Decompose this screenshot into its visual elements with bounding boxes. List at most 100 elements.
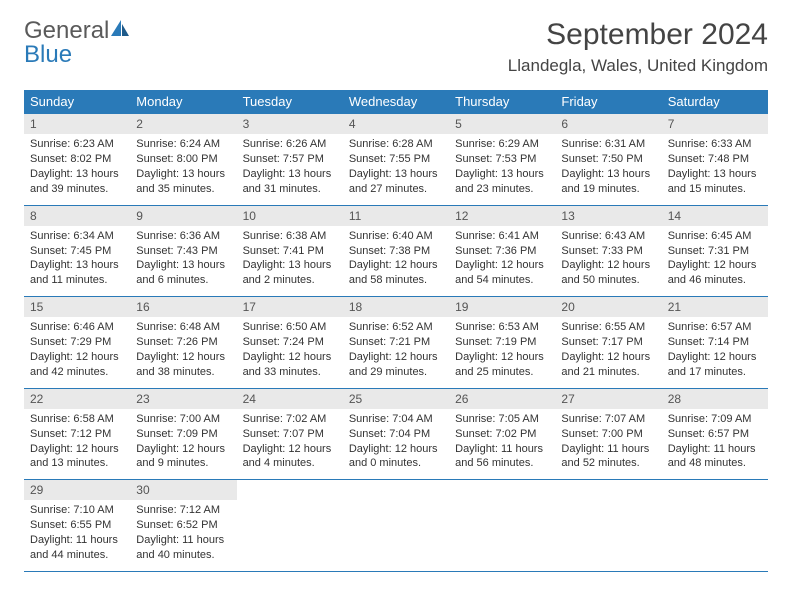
day-info-line: Sunrise: 6:24 AM	[136, 137, 230, 152]
day-info-line: and 42 minutes.	[30, 365, 124, 380]
day-info-line: and 52 minutes.	[561, 456, 655, 471]
day-info-line: and 27 minutes.	[349, 182, 443, 197]
day-info-line: Sunrise: 6:41 AM	[455, 229, 549, 244]
day-body: Sunrise: 7:00 AMSunset: 7:09 PMDaylight:…	[130, 409, 236, 479]
day-body: Sunrise: 7:04 AMSunset: 7:04 PMDaylight:…	[343, 409, 449, 479]
day-number: 22	[24, 389, 130, 409]
day-info-line: Sunrise: 6:45 AM	[668, 229, 762, 244]
calendar-day-cell: 8Sunrise: 6:34 AMSunset: 7:45 PMDaylight…	[24, 205, 130, 297]
calendar-day-cell: 23Sunrise: 7:00 AMSunset: 7:09 PMDayligh…	[130, 388, 236, 480]
calendar-day-cell: 5Sunrise: 6:29 AMSunset: 7:53 PMDaylight…	[449, 114, 555, 206]
day-info-line: Sunrise: 6:40 AM	[349, 229, 443, 244]
day-info-line: Sunset: 7:45 PM	[30, 244, 124, 259]
day-body: Sunrise: 6:55 AMSunset: 7:17 PMDaylight:…	[555, 317, 661, 387]
day-info-line: and 40 minutes.	[136, 548, 230, 563]
calendar-day-cell: ..	[449, 480, 555, 572]
calendar-day-cell: 24Sunrise: 7:02 AMSunset: 7:07 PMDayligh…	[237, 388, 343, 480]
calendar-day-cell: 9Sunrise: 6:36 AMSunset: 7:43 PMDaylight…	[130, 205, 236, 297]
day-info-line: Sunrise: 7:05 AM	[455, 412, 549, 427]
day-info-line: Daylight: 13 hours	[668, 167, 762, 182]
day-info-line: Sunset: 7:29 PM	[30, 335, 124, 350]
day-body: Sunrise: 7:02 AMSunset: 7:07 PMDaylight:…	[237, 409, 343, 479]
day-number: 26	[449, 389, 555, 409]
calendar-day-cell: 20Sunrise: 6:55 AMSunset: 7:17 PMDayligh…	[555, 297, 661, 389]
day-number: 1	[24, 114, 130, 134]
day-body: Sunrise: 6:53 AMSunset: 7:19 PMDaylight:…	[449, 317, 555, 387]
day-info-line: Sunrise: 6:28 AM	[349, 137, 443, 152]
day-info-line: Sunset: 7:00 PM	[561, 427, 655, 442]
day-info-line: Daylight: 12 hours	[668, 350, 762, 365]
day-info-line: Sunset: 6:57 PM	[668, 427, 762, 442]
calendar-day-cell: 13Sunrise: 6:43 AMSunset: 7:33 PMDayligh…	[555, 205, 661, 297]
calendar-day-cell: 7Sunrise: 6:33 AMSunset: 7:48 PMDaylight…	[662, 114, 768, 206]
logo: General Blue	[24, 18, 131, 67]
day-info-line: Sunrise: 6:29 AM	[455, 137, 549, 152]
calendar-day-cell: 4Sunrise: 6:28 AMSunset: 7:55 PMDaylight…	[343, 114, 449, 206]
day-info-line: and 48 minutes.	[668, 456, 762, 471]
weekday-header: Saturday	[662, 90, 768, 114]
calendar-day-cell: ..	[662, 480, 768, 572]
day-info-line: Sunset: 7:36 PM	[455, 244, 549, 259]
day-info-line: Sunrise: 7:10 AM	[30, 503, 124, 518]
day-info-line: Sunrise: 7:02 AM	[243, 412, 337, 427]
day-info-line: Sunset: 7:43 PM	[136, 244, 230, 259]
day-info-line: Daylight: 13 hours	[136, 167, 230, 182]
calendar-day-cell: 17Sunrise: 6:50 AMSunset: 7:24 PMDayligh…	[237, 297, 343, 389]
day-number: 27	[555, 389, 661, 409]
day-body: Sunrise: 7:10 AMSunset: 6:55 PMDaylight:…	[24, 500, 130, 570]
day-info-line: Sunset: 7:57 PM	[243, 152, 337, 167]
day-info-line: Sunrise: 6:31 AM	[561, 137, 655, 152]
weekday-header: Monday	[130, 90, 236, 114]
day-info-line: Sunset: 7:53 PM	[455, 152, 549, 167]
calendar-day-cell: ..	[237, 480, 343, 572]
calendar-day-cell: 10Sunrise: 6:38 AMSunset: 7:41 PMDayligh…	[237, 205, 343, 297]
day-info-line: Daylight: 12 hours	[349, 258, 443, 273]
calendar-day-cell: 15Sunrise: 6:46 AMSunset: 7:29 PMDayligh…	[24, 297, 130, 389]
day-info-line: Daylight: 12 hours	[136, 442, 230, 457]
day-body: Sunrise: 6:40 AMSunset: 7:38 PMDaylight:…	[343, 226, 449, 296]
calendar-day-cell: 29Sunrise: 7:10 AMSunset: 6:55 PMDayligh…	[24, 480, 130, 572]
day-info-line: Sunrise: 6:52 AM	[349, 320, 443, 335]
day-number: 20	[555, 297, 661, 317]
day-info-line: Sunrise: 7:04 AM	[349, 412, 443, 427]
day-number: 12	[449, 206, 555, 226]
day-info-line: Sunrise: 6:53 AM	[455, 320, 549, 335]
header: General Blue September 2024 Llandegla, W…	[24, 18, 768, 76]
day-number: 9	[130, 206, 236, 226]
day-body: Sunrise: 6:31 AMSunset: 7:50 PMDaylight:…	[555, 134, 661, 204]
day-info-line: Sunset: 7:26 PM	[136, 335, 230, 350]
day-info-line: and 19 minutes.	[561, 182, 655, 197]
day-info-line: Sunset: 7:12 PM	[30, 427, 124, 442]
day-info-line: Daylight: 11 hours	[455, 442, 549, 457]
calendar-week-row: 15Sunrise: 6:46 AMSunset: 7:29 PMDayligh…	[24, 297, 768, 389]
day-info-line: Daylight: 12 hours	[668, 258, 762, 273]
day-info-line: Sunrise: 7:09 AM	[668, 412, 762, 427]
day-info-line: and 17 minutes.	[668, 365, 762, 380]
day-info-line: Daylight: 13 hours	[30, 258, 124, 273]
day-body: Sunrise: 6:23 AMSunset: 8:02 PMDaylight:…	[24, 134, 130, 204]
calendar-day-cell: 28Sunrise: 7:09 AMSunset: 6:57 PMDayligh…	[662, 388, 768, 480]
day-info-line: Daylight: 12 hours	[561, 258, 655, 273]
day-info-line: Sunset: 7:48 PM	[668, 152, 762, 167]
day-number: 7	[662, 114, 768, 134]
day-info-line: Daylight: 12 hours	[30, 442, 124, 457]
day-info-line: Sunset: 7:02 PM	[455, 427, 549, 442]
day-info-line: and 33 minutes.	[243, 365, 337, 380]
day-info-line: and 15 minutes.	[668, 182, 762, 197]
calendar-day-cell: 14Sunrise: 6:45 AMSunset: 7:31 PMDayligh…	[662, 205, 768, 297]
day-info-line: and 4 minutes.	[243, 456, 337, 471]
day-number: 3	[237, 114, 343, 134]
day-info-line: Daylight: 11 hours	[30, 533, 124, 548]
day-info-line: and 25 minutes.	[455, 365, 549, 380]
day-number: 24	[237, 389, 343, 409]
calendar-day-cell: 11Sunrise: 6:40 AMSunset: 7:38 PMDayligh…	[343, 205, 449, 297]
day-info-line: Daylight: 12 hours	[455, 350, 549, 365]
day-info-line: Sunrise: 6:34 AM	[30, 229, 124, 244]
day-info-line: and 56 minutes.	[455, 456, 549, 471]
weekday-header: Friday	[555, 90, 661, 114]
calendar-week-row: 22Sunrise: 6:58 AMSunset: 7:12 PMDayligh…	[24, 388, 768, 480]
day-info-line: Sunrise: 6:58 AM	[30, 412, 124, 427]
day-number: 10	[237, 206, 343, 226]
day-number: 19	[449, 297, 555, 317]
day-info-line: Daylight: 13 hours	[455, 167, 549, 182]
